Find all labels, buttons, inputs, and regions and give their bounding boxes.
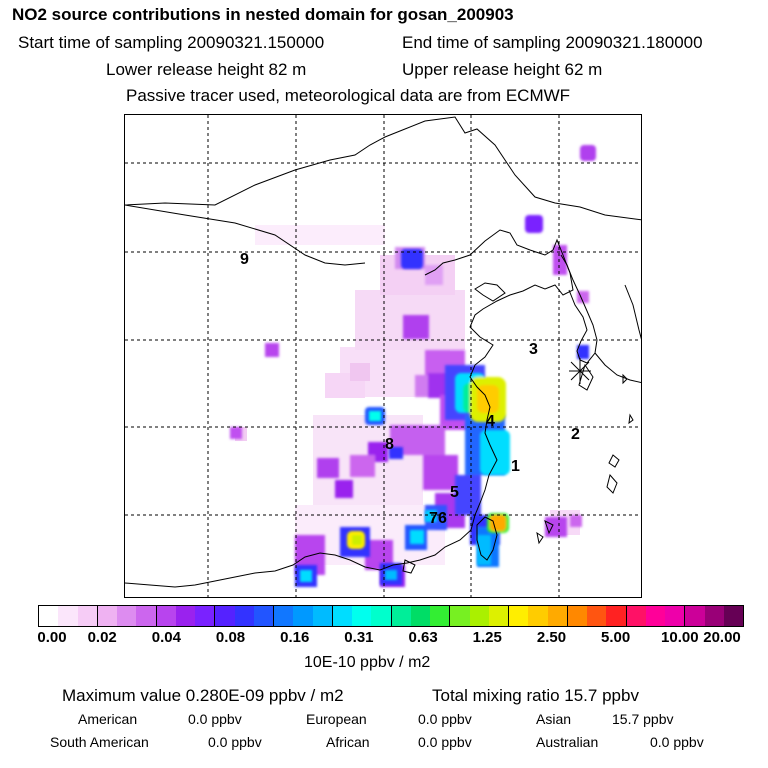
colorbar-segment (391, 606, 411, 626)
region-value-south-american: 0.0 ppbv (208, 734, 262, 750)
colorbar-segment (606, 606, 627, 626)
colorbar-segment (156, 606, 176, 626)
region-value-australian: 0.0 ppbv (650, 734, 704, 750)
region-value-asian: 15.7 ppbv (612, 711, 674, 727)
region-name-african: African (326, 734, 370, 750)
colorbar-segment (430, 606, 451, 626)
receptor-star-icon (569, 358, 591, 384)
site-label-5: 5 (450, 484, 459, 501)
map-panel: 1 2 3 4 5 6 7 8 9 (124, 114, 642, 598)
colorbar-segment (528, 606, 548, 626)
region-name-south-american: South American (50, 734, 149, 750)
colorbar-segment (234, 606, 254, 626)
total-mixing-label: Total mixing ratio 15.7 ppbv (432, 686, 639, 705)
colorbar-segment (117, 606, 137, 626)
colorbar-segment (175, 606, 195, 626)
lower-height-label: Lower release height 82 m (106, 60, 307, 79)
colorbar-segment (723, 606, 743, 626)
colorbar-segment (410, 606, 430, 626)
colorbar-tick-label: 10.00 (661, 629, 699, 646)
colorbar-segment (704, 606, 724, 626)
colorbar-segment (97, 606, 117, 626)
site-label-1: 1 (511, 458, 520, 475)
coastlines (125, 116, 641, 588)
colorbar-tick-label: 20.00 (703, 629, 741, 646)
site-label-4: 4 (486, 413, 495, 430)
colorbar-segment (645, 606, 665, 626)
region-name-australian: Australian (536, 734, 599, 750)
colorbar-segment (274, 606, 294, 626)
plume-faint (235, 225, 580, 565)
colorbar-segment (215, 606, 235, 626)
colorbar-segment (136, 606, 157, 626)
colorbar (38, 605, 744, 627)
colorbar-tick-label: 5.00 (601, 629, 631, 646)
gridlines (125, 115, 641, 597)
start-time-label: Start time of sampling 20090321.150000 (18, 33, 325, 52)
site-label-2: 2 (571, 426, 580, 443)
colorbar-segment (488, 606, 509, 626)
region-value-european: 0.0 ppbv (418, 711, 472, 727)
region-name-asian: Asian (536, 711, 572, 727)
site-label-9: 9 (240, 251, 249, 268)
colorbar-segment (547, 606, 568, 626)
colorbar-tick-label: 0.04 (151, 629, 181, 646)
colorbar-segment (195, 606, 216, 626)
map-canvas: 1 2 3 4 5 6 7 8 9 (125, 115, 641, 597)
site-label-3: 3 (529, 341, 538, 358)
colorbar-tick-label: 0.63 (408, 629, 438, 646)
upper-height-label: Upper release height 62 m (402, 60, 603, 79)
region-value-african: 0.0 ppbv (418, 734, 472, 750)
colorbar-tick-label: 1.25 (472, 629, 502, 646)
region-name-american: American (78, 711, 138, 727)
max-value-label: Maximum value 0.280E-09 ppbv / m2 (62, 686, 344, 705)
plot-title: NO2 source contributions in nested domai… (12, 5, 514, 24)
site-label-8: 8 (385, 436, 394, 453)
region-name-european: European (306, 711, 367, 727)
region-value-american: 0.0 ppbv (188, 711, 242, 727)
colorbar-tick-label: 0.31 (344, 629, 374, 646)
colorbar-segment (469, 606, 489, 626)
colorbar-segment (685, 606, 705, 626)
colorbar-tick-label: 0.16 (280, 629, 310, 646)
colorbar-segment (293, 606, 313, 626)
colorbar-segment (509, 606, 529, 626)
site-label-6: 6 (438, 510, 447, 527)
colorbar-segment (352, 606, 372, 626)
colorbar-segment (371, 606, 392, 626)
colorbar-segment (77, 606, 98, 626)
colorbar-segment (626, 606, 646, 626)
colorbar-unit: 10E-10 ppbv / m2 (304, 654, 431, 671)
plume-hotspots (300, 373, 510, 582)
colorbar-segment (567, 606, 587, 626)
colorbar-tick-label: 0.00 (37, 629, 67, 646)
site-label-7: 7 (429, 510, 438, 527)
colorbar-segment (58, 606, 78, 626)
colorbar-segment (39, 606, 59, 626)
tracer-note: Passive tracer used, meteorological data… (126, 86, 571, 105)
colorbar-segment (332, 606, 352, 626)
end-time-label: End time of sampling 20090321.180000 (402, 33, 703, 52)
colorbar-segment (253, 606, 274, 626)
colorbar-tick-label: 0.02 (87, 629, 117, 646)
colorbar-segment (312, 606, 333, 626)
colorbar-segment (450, 606, 470, 626)
colorbar-tick-label: 2.50 (536, 629, 567, 646)
colorbar-segment (665, 606, 686, 626)
colorbar-segment (587, 606, 607, 626)
colorbar-tick-label: 0.08 (215, 629, 246, 646)
